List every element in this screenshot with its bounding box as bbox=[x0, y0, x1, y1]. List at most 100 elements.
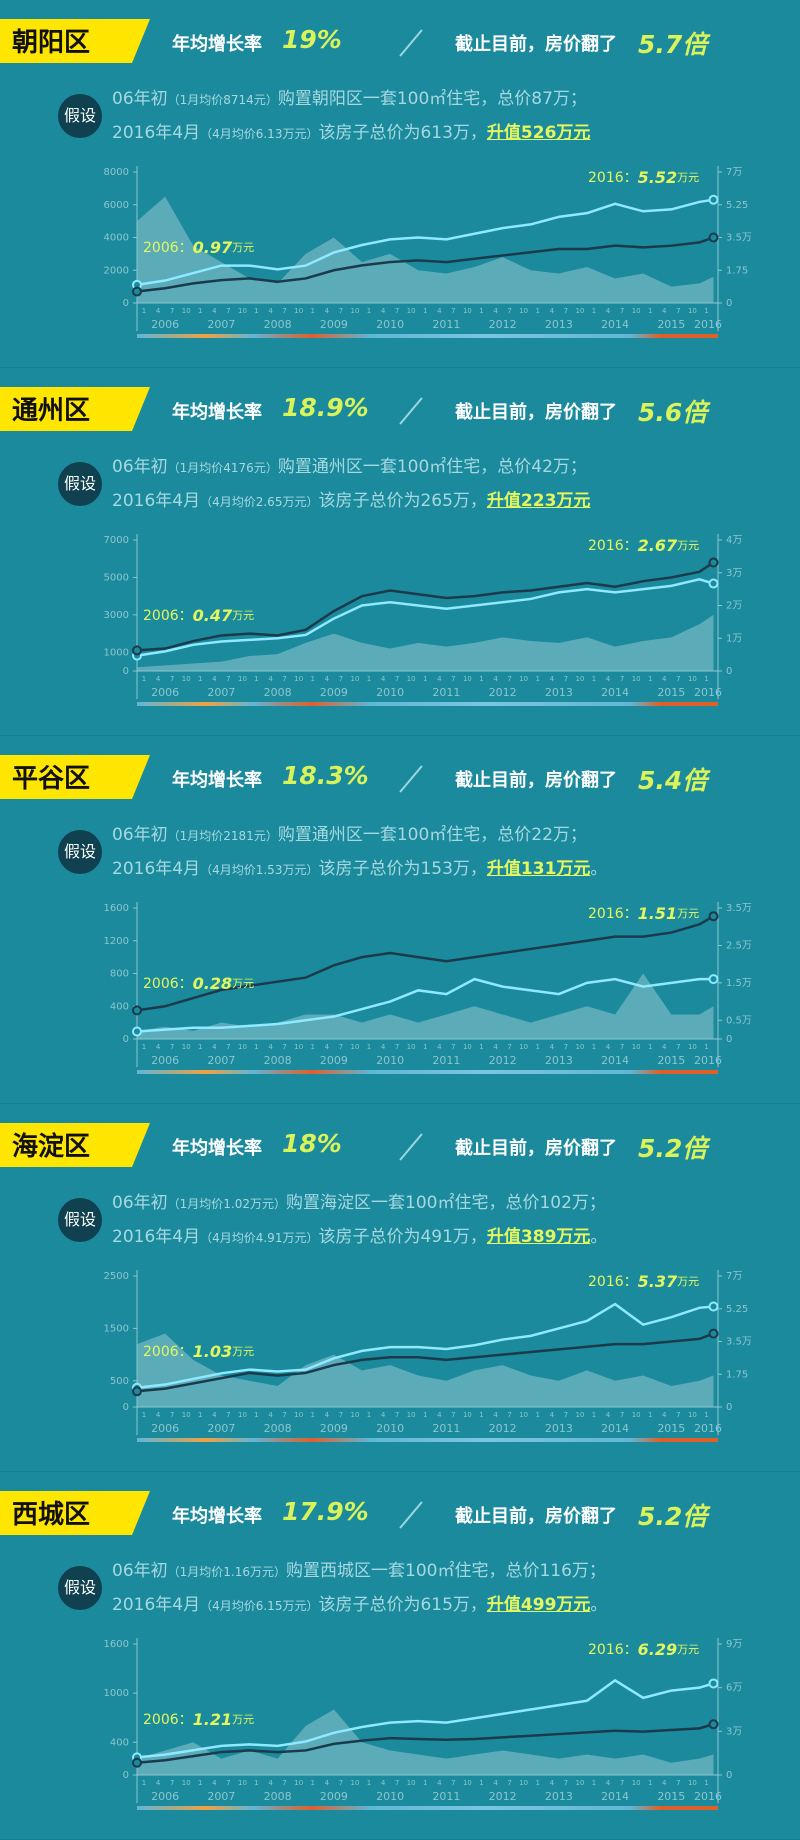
end-point bbox=[132, 1026, 142, 1037]
gain: 升值526万元 bbox=[486, 123, 591, 143]
text: 2016年4月 bbox=[112, 1227, 201, 1247]
month-label: 7 bbox=[282, 1043, 286, 1051]
price-line bbox=[136, 915, 715, 1012]
chart: 05001500250001.753.5万5.257万2006：1.03万元20… bbox=[104, 1270, 752, 1442]
double-label: 截止目前，房价翻了 bbox=[455, 402, 617, 423]
month-label: 7 bbox=[339, 1043, 343, 1051]
month-label: 1 bbox=[704, 307, 708, 315]
color-bar bbox=[137, 334, 718, 338]
note-unit: 万元 bbox=[677, 539, 699, 552]
price-line bbox=[136, 561, 715, 652]
month-label: 7 bbox=[226, 1043, 230, 1051]
rate: 19% bbox=[282, 25, 342, 54]
note-year: 2016： bbox=[588, 1274, 638, 1290]
end-point bbox=[708, 578, 719, 589]
month-label: 1 bbox=[367, 307, 371, 315]
text: 。 bbox=[590, 859, 608, 879]
section: 平谷区 年均增长率 18.3% 截止目前，房价翻了 5.4倍 假设 06年初（1月均价218… bbox=[0, 736, 800, 1104]
assume-badge: 假设 bbox=[58, 94, 102, 138]
divider bbox=[399, 1501, 423, 1529]
note-unit: 万元 bbox=[232, 977, 254, 990]
district: 西城区 bbox=[12, 1500, 91, 1530]
year-label: 2015 bbox=[657, 686, 685, 699]
y2-tick-label: 1万 bbox=[726, 633, 742, 644]
price-note: （4月均价2.65万元） bbox=[200, 495, 319, 509]
note-unit: 万元 bbox=[232, 609, 254, 622]
price-note: （1月均价1.16万元） bbox=[167, 1565, 286, 1579]
month-label: 4 bbox=[268, 1043, 273, 1051]
year-label: 2010 bbox=[376, 1790, 404, 1803]
month-label: 1 bbox=[648, 1043, 652, 1051]
y2-tick-label: 3万 bbox=[726, 1726, 742, 1737]
month-label: 7 bbox=[564, 675, 568, 683]
month-label: 10 bbox=[632, 1043, 641, 1051]
text: 2016年4月 bbox=[112, 1595, 201, 1615]
y2-tick-label: 4万 bbox=[726, 535, 742, 546]
month-label: 10 bbox=[688, 307, 697, 315]
price-line bbox=[136, 578, 714, 657]
month-label: 7 bbox=[395, 1779, 399, 1787]
y2-tick-label: 2.5万 bbox=[726, 940, 752, 951]
month-label: 10 bbox=[238, 1043, 247, 1051]
text: 该房子总价为153万， bbox=[318, 859, 487, 879]
month-label: 7 bbox=[564, 307, 568, 315]
month-label: 1 bbox=[592, 1411, 596, 1419]
month-label: 4 bbox=[212, 1779, 217, 1787]
section: 通州区 年均增长率 18.9% 截止目前，房价翻了 5.6倍 假设 06年初（1月均价417… bbox=[0, 368, 800, 736]
price-note: （1月均价4176元） bbox=[167, 461, 278, 475]
month-label: 7 bbox=[620, 307, 624, 315]
year-label: 2009 bbox=[320, 1054, 348, 1067]
year-label: 2008 bbox=[264, 686, 292, 699]
divider bbox=[399, 29, 423, 57]
month-label: 10 bbox=[238, 307, 247, 315]
year-label: 2012 bbox=[489, 1790, 517, 1803]
text: 06年初 bbox=[112, 89, 168, 109]
month-label: 10 bbox=[294, 307, 303, 315]
month-label: 10 bbox=[632, 1411, 641, 1419]
month-label: 1 bbox=[142, 307, 146, 315]
year-label: 2013 bbox=[545, 1054, 573, 1067]
district: 海淀区 bbox=[12, 1132, 91, 1162]
text: 购置通州区一套100㎡住宅，总价22万； bbox=[277, 825, 587, 845]
price-note: （1月均价8714元） bbox=[167, 93, 278, 107]
month-label: 7 bbox=[395, 307, 399, 315]
month-label: 4 bbox=[606, 1043, 611, 1051]
month-label: 4 bbox=[493, 1411, 498, 1419]
month-label: 10 bbox=[575, 1043, 584, 1051]
year-label: 2006 bbox=[151, 686, 179, 699]
rate: 18.9% bbox=[282, 393, 369, 422]
rate: 18.3% bbox=[282, 761, 369, 790]
end-point bbox=[708, 1719, 719, 1730]
month-label: 10 bbox=[238, 1411, 247, 1419]
text: 购置通州区一套100㎡住宅，总价42万； bbox=[277, 457, 587, 477]
note-unit: 万元 bbox=[677, 1643, 699, 1656]
month-label: 4 bbox=[325, 675, 330, 683]
month-label: 1 bbox=[479, 1043, 483, 1051]
month-label: 7 bbox=[451, 1411, 455, 1419]
month-label: 7 bbox=[451, 1043, 455, 1051]
month-label: 1 bbox=[254, 307, 258, 315]
district-tag bbox=[0, 755, 150, 799]
month-label: 4 bbox=[325, 1411, 330, 1419]
month-label: 4 bbox=[381, 307, 386, 315]
year-label: 2016 bbox=[694, 318, 722, 331]
month-label: 10 bbox=[632, 307, 641, 315]
year-label: 2007 bbox=[207, 318, 235, 331]
note-unit: 万元 bbox=[677, 171, 699, 184]
y-tick-label: 0 bbox=[123, 666, 129, 677]
month-label: 7 bbox=[507, 675, 511, 683]
note-unit: 万元 bbox=[677, 1275, 699, 1288]
month-label: 10 bbox=[294, 675, 303, 683]
month-label: 7 bbox=[395, 1043, 399, 1051]
month-label: 1 bbox=[648, 1411, 652, 1419]
y2-tick-label: 1.5万 bbox=[726, 978, 752, 989]
assumption-line: 2016年4月（4月均价1.53万元）该房子总价为153万，升值131万元。 bbox=[112, 854, 607, 879]
month-label: 4 bbox=[437, 307, 442, 315]
note-year: 2016： bbox=[588, 906, 638, 922]
month-label: 7 bbox=[282, 1779, 286, 1787]
year-label: 2014 bbox=[601, 1422, 629, 1435]
month-label: 4 bbox=[662, 675, 667, 683]
month-label: 10 bbox=[350, 1411, 359, 1419]
month-label: 1 bbox=[254, 1779, 258, 1787]
